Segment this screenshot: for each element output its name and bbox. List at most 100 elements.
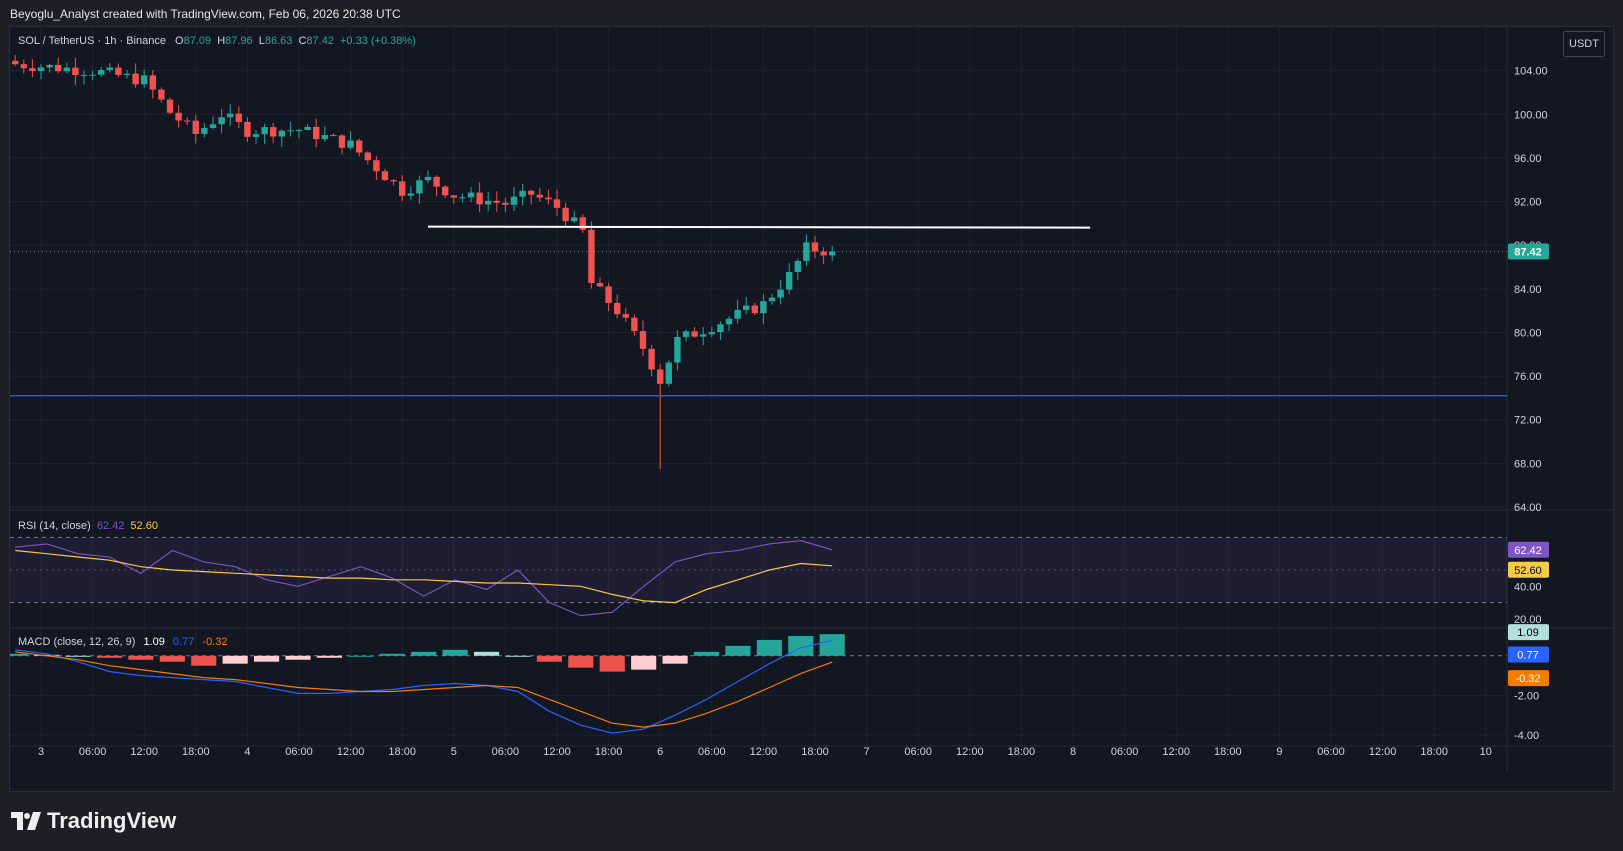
candle-down	[493, 200, 500, 203]
candle-up	[777, 289, 784, 298]
candle-up	[708, 332, 715, 335]
price-tick-label: 96.00	[1514, 153, 1542, 165]
chart-canvas[interactable]: 3 06:00 12:00 18:00 4 06:00 12:00 18:00 5 06:00 12…	[10, 27, 1615, 793]
rsi-ma-value: 52.60	[130, 520, 158, 532]
candle-up	[218, 117, 225, 125]
candle-down	[313, 126, 320, 140]
macd-histogram-bar	[631, 655, 657, 670]
candle-up	[794, 260, 801, 272]
price-tick-label: 64.00	[1514, 502, 1542, 514]
candle-up	[295, 129, 303, 131]
price-tick-label: 100.00	[1514, 109, 1548, 121]
candle-up	[734, 309, 741, 319]
macd-histogram-bar	[96, 655, 123, 658]
tradingview-brand[interactable]: TradingView	[11, 808, 176, 834]
resistance-line[interactable]	[427, 225, 1091, 229]
macd-line-value: 0.77	[172, 636, 195, 648]
candle-up	[106, 67, 113, 71]
candle-down	[132, 73, 139, 85]
rsi-ma-value-badge	[1508, 561, 1549, 578]
macd-histogram-bar	[599, 655, 625, 672]
candle-up	[201, 128, 208, 134]
brand-name: TradingView	[47, 808, 177, 833]
macd-histogram-bar	[473, 651, 500, 656]
price-tick-label: 92.00	[1514, 197, 1542, 209]
candle-up	[743, 305, 750, 310]
candle-down	[691, 331, 698, 337]
candle-down	[29, 68, 36, 72]
symbol-name[interactable]: SOL / TetherUS · 1h · Binance	[18, 35, 166, 47]
chart-frame[interactable]: 3 06:00 12:00 18:00 4 06:00 12:00 18:00 5 06:00 12…	[9, 26, 1615, 793]
open-label: O	[175, 35, 184, 47]
candle-up	[252, 134, 260, 137]
candle-down	[476, 192, 483, 205]
candle-down	[373, 160, 380, 172]
candle-down	[12, 60, 19, 65]
candle-down	[175, 112, 182, 121]
candle-down	[149, 75, 156, 90]
last-price-badge	[1508, 243, 1549, 260]
x-tick-label: 06:00	[698, 746, 726, 758]
macd-histogram-bar	[379, 653, 405, 656]
macd-line-value-label: 0.77	[1517, 650, 1538, 662]
macd-histogram-bar	[285, 655, 311, 660]
candle-down	[811, 242, 819, 252]
candle-down	[115, 67, 122, 75]
candle-up	[665, 362, 672, 384]
x-tick-label: 5	[451, 746, 457, 758]
x-tick-label: 9	[1276, 746, 1282, 758]
candle-up	[98, 70, 105, 75]
candle-up	[459, 197, 466, 199]
price-tick-label: 84.00	[1514, 284, 1542, 296]
candle-up	[717, 324, 724, 333]
x-tick-label: 8	[1070, 746, 1076, 758]
candle-down	[356, 140, 363, 153]
x-tick-label: 12:00	[543, 746, 571, 758]
macd-histogram-bar	[191, 655, 217, 666]
candle-up	[46, 64, 53, 68]
x-tick-label: 18:00	[182, 746, 210, 758]
rsi-tick-label: 20.00	[1514, 614, 1542, 626]
candle-down	[192, 120, 199, 134]
candle-down	[614, 302, 621, 315]
candle-up	[321, 135, 328, 140]
macd-histogram-bar	[568, 655, 594, 668]
x-tick-label: 18:00	[801, 746, 829, 758]
macd-tick-label: -2.00	[1514, 690, 1539, 702]
candle-up	[416, 180, 423, 194]
rsi-value-label: 62.42	[1514, 545, 1542, 557]
candle-up	[89, 74, 96, 76]
candle-up	[725, 318, 733, 325]
candle-up	[682, 331, 690, 337]
candle-up	[123, 73, 131, 75]
candle-down	[20, 64, 27, 69]
candle-down	[244, 121, 251, 137]
high-label: H	[217, 35, 226, 47]
macd-histogram-bar	[442, 649, 468, 656]
x-tick-label: 06:00	[1317, 746, 1345, 758]
price-tick-label: 104.00	[1514, 66, 1548, 78]
macd-signal-value-label: -0.32	[1515, 673, 1540, 685]
macd-histogram-bar	[819, 634, 845, 656]
macd-name[interactable]: MACD (close, 12, 26, 9)	[18, 636, 136, 648]
x-tick-label: 18:00	[1420, 746, 1448, 758]
currency-button[interactable]: USDT	[1563, 31, 1605, 57]
x-tick-label: 06:00	[1111, 746, 1139, 758]
change-value: +0.33 (+0.38%)	[340, 35, 416, 47]
candle-down	[390, 180, 397, 182]
candle-down	[158, 89, 165, 100]
macd-histogram-bar	[725, 645, 751, 656]
candle-down	[596, 283, 604, 287]
candle-down	[562, 207, 569, 222]
macd-histogram-bar	[222, 655, 248, 664]
macd-histogram-bar	[756, 639, 782, 656]
candle-down	[502, 202, 509, 205]
candle-up	[278, 130, 285, 137]
rsi-value-badge	[1508, 541, 1549, 558]
candle-down	[235, 113, 242, 122]
candle-down	[657, 369, 664, 384]
x-tick-label: 7	[864, 746, 870, 758]
candle-up	[141, 75, 148, 85]
rsi-name[interactable]: RSI (14, close)	[18, 520, 91, 532]
candle-down	[330, 135, 337, 137]
